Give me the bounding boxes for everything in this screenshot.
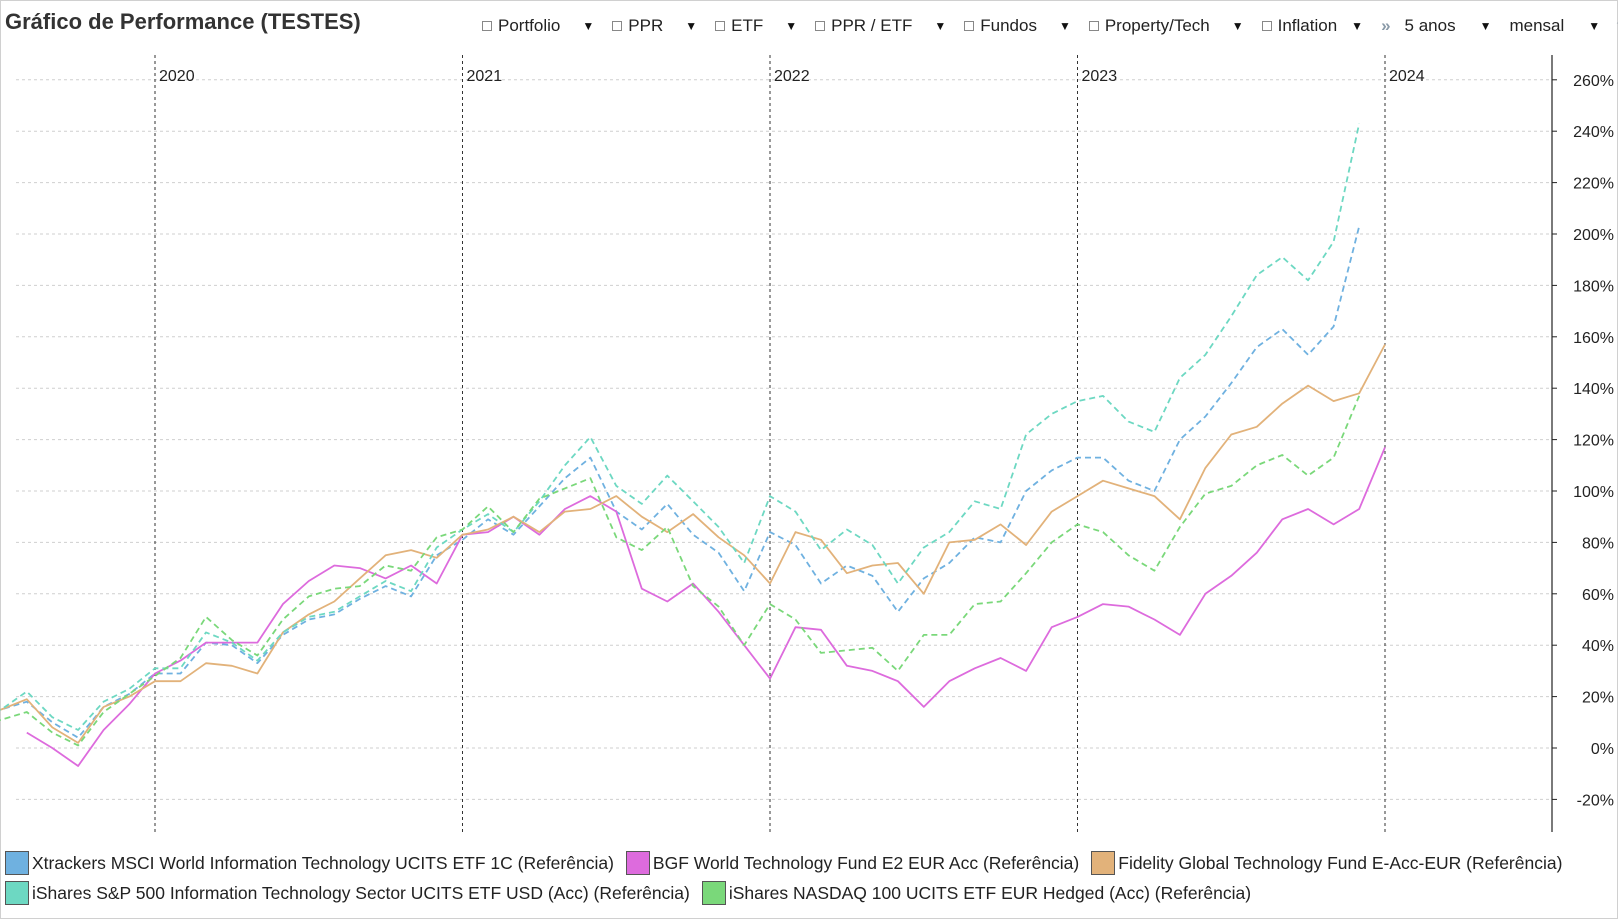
legend-item-bgf[interactable]: BGF World Technology Fund E2 EUR Acc (Re… — [625, 851, 1080, 875]
year-label: 2021 — [467, 68, 503, 85]
caret-down-icon[interactable]: ▼ — [1479, 19, 1492, 33]
legend-label: Fidelity Global Technology Fund E-Acc-EU… — [1118, 852, 1563, 873]
caret-down-icon[interactable]: ▼ — [1588, 19, 1601, 33]
legend-item-ishares-nasdaq[interactable]: iShares NASDAQ 100 UCITS ETF EUR Hedged … — [701, 881, 1252, 905]
caret-down-icon[interactable]: ▼ — [934, 19, 947, 33]
frequency-value: mensal — [1509, 16, 1565, 35]
frequency-select[interactable]: mensal ▼ — [1509, 16, 1600, 36]
year-label: 2020 — [159, 68, 195, 85]
legend: Xtrackers MSCI World Information Technol… — [5, 848, 1615, 908]
y-tick-label: 0% — [1591, 741, 1614, 758]
filter-label: PPR / ETF — [831, 16, 913, 35]
legend-label: Xtrackers MSCI World Information Technol… — [32, 852, 614, 873]
filter-inflation[interactable]: Inflation ▼ — [1261, 16, 1364, 36]
y-tick-label: 200% — [1573, 227, 1614, 244]
legend-label: iShares S&P 500 Information Technology S… — [32, 882, 690, 903]
checkbox-icon[interactable] — [482, 21, 492, 31]
series-line[interactable] — [0, 344, 1386, 746]
series-line[interactable] — [26, 446, 1386, 767]
double-chevron-right-icon[interactable]: » — [1381, 16, 1391, 35]
y-tick-label: 100% — [1573, 484, 1614, 501]
y-tick-label: 260% — [1573, 73, 1614, 90]
y-tick-label: 20% — [1582, 690, 1614, 707]
filter-portfolio[interactable]: Portfolio ▼ — [482, 16, 594, 36]
y-axis: -20% 0% 20% 40% 60% 80% 100% 120% 140% 160% 180% 20… — [1551, 55, 1614, 832]
filter-label: Fundos — [980, 16, 1037, 35]
checkbox-icon[interactable] — [964, 21, 975, 31]
period-select[interactable]: 5 anos ▼ — [1405, 16, 1492, 36]
filter-label: Property/Tech — [1104, 16, 1210, 35]
legend-swatch — [5, 881, 29, 905]
series-lines — [0, 123, 1386, 767]
legend-row: iShares S&P 500 Information Technology S… — [5, 878, 1615, 908]
filter-property-tech[interactable]: Property/Tech ▼ — [1088, 16, 1244, 36]
upload-icon[interactable]: ⇪ — [1614, 17, 1618, 35]
caret-down-icon[interactable]: ▼ — [1058, 19, 1071, 33]
y-tick-label: 160% — [1573, 330, 1614, 347]
y-tick-label: 120% — [1573, 433, 1614, 450]
y-tick-label: 220% — [1573, 176, 1614, 193]
filter-label: Inflation — [1277, 16, 1338, 35]
checkbox-icon[interactable] — [612, 21, 623, 31]
grid — [16, 79, 1552, 800]
year-label: 2023 — [1082, 68, 1118, 85]
filter-etf[interactable]: ETF ▼ — [715, 16, 797, 36]
page-title: Gráfico de Performance (TESTES) — [5, 9, 361, 34]
filter-fundos[interactable]: Fundos ▼ — [964, 16, 1071, 36]
legend-row: Xtrackers MSCI World Information Technol… — [5, 848, 1615, 878]
filter-ppr-etf[interactable]: PPR / ETF ▼ — [815, 16, 946, 36]
filter-ppr[interactable]: PPR ▼ — [612, 16, 697, 36]
caret-down-icon[interactable]: ▼ — [582, 19, 595, 33]
caret-down-icon[interactable]: ▼ — [1351, 19, 1364, 33]
series-line[interactable] — [0, 123, 1361, 743]
legend-item-ishares-sp500[interactable]: iShares S&P 500 Information Technology S… — [5, 881, 690, 905]
legend-item-fidelity[interactable]: Fidelity Global Technology Fund E-Acc-EU… — [1091, 851, 1562, 875]
caret-down-icon[interactable]: ▼ — [1231, 19, 1244, 33]
checkbox-icon[interactable] — [1261, 21, 1272, 31]
year-label: 2022 — [774, 68, 810, 85]
caret-down-icon[interactable]: ▼ — [785, 19, 798, 33]
period-value: 5 anos — [1404, 16, 1456, 35]
y-tick-label: 40% — [1582, 638, 1614, 655]
legend-label: BGF World Technology Fund E2 EUR Acc (Re… — [652, 852, 1080, 873]
y-tick-label: -20% — [1577, 792, 1614, 809]
legend-swatch — [701, 881, 726, 905]
y-tick-label: 80% — [1582, 535, 1614, 552]
y-tick-label: 240% — [1573, 124, 1614, 141]
checkbox-icon[interactable] — [815, 21, 826, 31]
chart-toolbar: Portfolio ▼ PPR ▼ ETF ▼ PPR / ETF ▼ Fund… — [482, 14, 1618, 38]
legend-label: iShares NASDAQ 100 UCITS ETF EUR Hedged … — [728, 882, 1252, 903]
year-markers: 2020 2021 2022 2023 2024 — [154, 55, 1425, 832]
filter-label: Portfolio — [498, 16, 561, 35]
series-line[interactable] — [0, 395, 1361, 753]
legend-swatch — [5, 851, 29, 875]
checkbox-icon[interactable] — [1088, 21, 1099, 31]
filter-label: PPR — [628, 16, 664, 35]
y-tick-label: 60% — [1582, 587, 1614, 604]
series-line[interactable] — [0, 226, 1361, 745]
checkbox-icon[interactable] — [715, 21, 726, 31]
y-tick-label: 140% — [1573, 381, 1614, 398]
y-tick-label: 180% — [1573, 278, 1614, 295]
caret-down-icon[interactable]: ▼ — [685, 19, 698, 33]
legend-swatch — [625, 851, 650, 875]
year-label: 2024 — [1389, 68, 1425, 85]
filter-label: ETF — [731, 16, 764, 35]
performance-chart: 2020 2021 2022 2023 2024 -20% 0% 20% 40% 60% 80% 1… — [0, 55, 1614, 832]
legend-item-xtrackers[interactable]: Xtrackers MSCI World Information Technol… — [5, 851, 614, 875]
legend-swatch — [1091, 851, 1116, 875]
